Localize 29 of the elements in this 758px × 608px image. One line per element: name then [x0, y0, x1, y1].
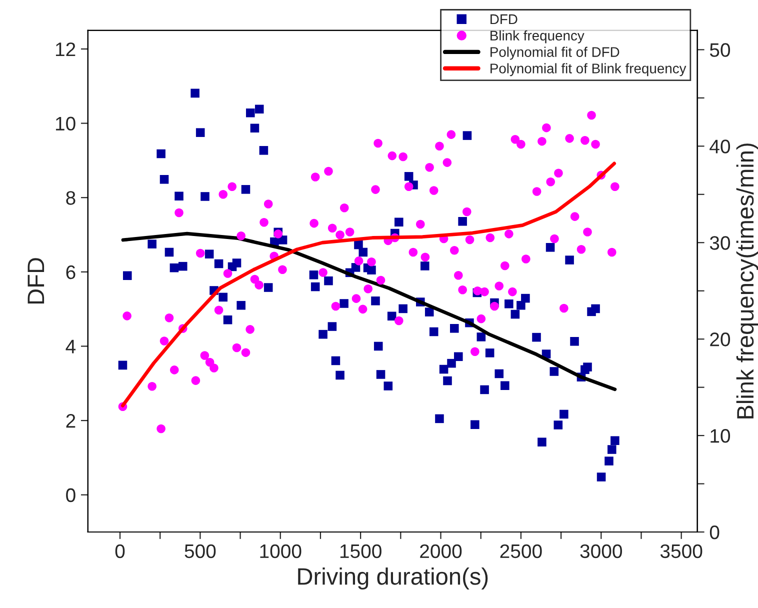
- x-tick-label: 500: [184, 544, 216, 558]
- x-tick-label: 2000: [420, 544, 462, 558]
- legend-label: DFD: [490, 14, 518, 24]
- y2-tick-label: 10: [710, 429, 730, 443]
- line-series: [121, 232, 617, 392]
- legend-label: Polynomial fit of DFD: [490, 46, 620, 60]
- y2-tick-label: 0: [710, 525, 720, 540]
- y2-tick-label: 30: [710, 236, 730, 250]
- y2-axis-title: Blink frequency(times/min): [736, 144, 758, 418]
- y-tick-label: 10: [56, 116, 76, 131]
- legend-label: Polynomial fit of Blink frequency: [490, 63, 686, 76]
- x-tick-label: 3000: [580, 544, 622, 558]
- legend-label: Blink frequency: [490, 30, 584, 44]
- x-tick-label: 1500: [340, 544, 382, 558]
- x-axis-title: Driving duration(s): [298, 567, 488, 590]
- y2-tick-label: 40: [710, 140, 730, 154]
- y-tick-label: 2: [66, 414, 76, 428]
- y-tick-label: 4: [66, 340, 76, 354]
- y-tick-label: 12: [56, 42, 76, 56]
- x-tick-label: 0: [115, 544, 125, 558]
- x-tick-label: 2500: [500, 544, 542, 558]
- y-tick-label: 8: [66, 191, 76, 205]
- y-tick-label: 6: [66, 265, 76, 280]
- y-axis-title: DFD: [28, 258, 44, 304]
- x-tick-label: 3500: [660, 544, 702, 558]
- x-tick-label: 1000: [260, 544, 302, 558]
- y2-tick-label: 20: [710, 332, 730, 346]
- y-tick-label: 0: [66, 488, 76, 502]
- y2-tick-label: 50: [710, 43, 730, 57]
